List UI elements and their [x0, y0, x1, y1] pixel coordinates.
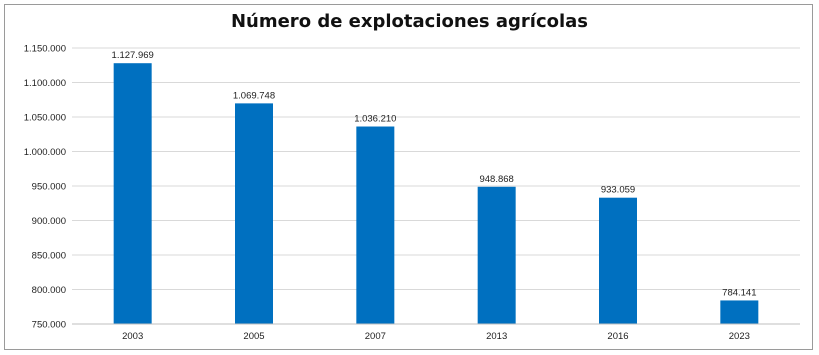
y-tick-label: 1.150.000: [24, 44, 66, 55]
y-tick-label: 1.100.000: [24, 78, 66, 89]
bar: [356, 126, 395, 324]
x-tick-label: 2003: [122, 331, 143, 342]
y-tick-label: 800.000: [32, 285, 66, 296]
bar: [113, 63, 152, 325]
data-label: 1.127.969: [112, 50, 154, 61]
x-axis-tick-labels: 2003 2005 2007 2013 2016 2023: [122, 331, 750, 342]
data-labels: 1.127.969 1.069.748 1.036.210 948.868 933.05…: [112, 50, 757, 298]
data-label: 1.036.210: [354, 114, 396, 125]
bar: [599, 197, 637, 324]
y-tick-label: 1.050.000: [24, 113, 66, 124]
y-tick-label: 900.000: [32, 216, 66, 227]
bar: [720, 300, 759, 324]
y-tick-label: 1.000.000: [24, 147, 66, 158]
y-tick-label: 850.000: [32, 251, 66, 262]
x-tick-label: 2023: [729, 331, 750, 342]
y-tick-label: 950.000: [32, 182, 66, 193]
bars: [113, 63, 759, 325]
data-label: 948.868: [479, 174, 513, 185]
chart-title: Número de explotaciones agrícolas: [230, 11, 589, 32]
y-axis-tick-labels: 750.000 800.000 850.000 900.000 950.000 1.000…: [24, 44, 66, 331]
bar: [477, 186, 516, 324]
bar: [235, 103, 273, 325]
data-label: 1.069.748: [233, 90, 275, 101]
x-tick-label: 2016: [607, 331, 628, 342]
x-tick-label: 2013: [486, 331, 507, 342]
gridlines: [72, 47, 800, 290]
data-label: 933.059: [601, 185, 635, 196]
x-tick-label: 2005: [243, 331, 264, 342]
y-tick-label: 750.000: [32, 320, 66, 331]
x-tick-label: 2007: [365, 331, 386, 342]
data-label: 784.141: [722, 287, 756, 298]
